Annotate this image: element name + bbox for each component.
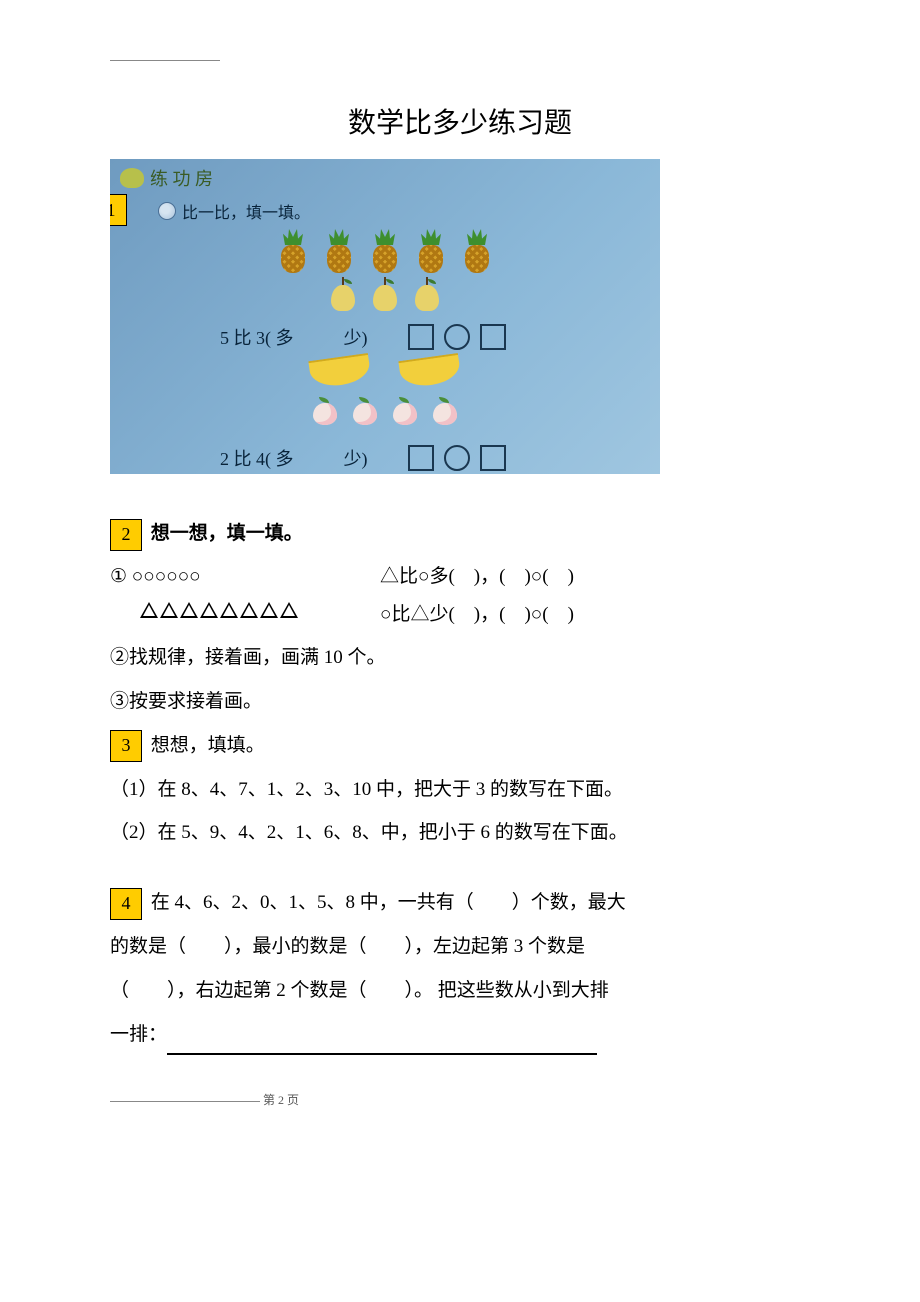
pineapple-icon	[415, 229, 447, 273]
q2-circles: ① ○○○○○○	[110, 558, 340, 596]
top-rule	[110, 60, 220, 61]
triangle-icon	[240, 602, 258, 618]
q4-line3: （ ），右边起第 2 个数是（ ）。 把这些数从小到大排	[110, 971, 810, 1011]
banana-row	[110, 357, 660, 385]
q4-line2: 的数是（ ），最小的数是（ ），左边起第 3 个数是	[110, 927, 810, 967]
q2-left-col: ① ○○○○○○	[110, 558, 340, 618]
q4-line1: 在 4、6、2、0、1、5、8 中，一共有（ ）个数，最大	[151, 892, 626, 913]
frog-icon	[120, 168, 144, 188]
triangle-icon	[200, 602, 218, 618]
answer-box-circle[interactable]	[444, 324, 470, 350]
exercise-photo: 练 功 房 1 比一比，填一填。 5 比 3( 多 少)	[110, 159, 660, 474]
pear-icon	[371, 277, 399, 311]
q2-sub2: ②找规律，接着画，画满 10 个。	[110, 638, 810, 678]
body-text: 2 想一想，填一填。 ① ○○○○○○ △比○多( )，( )○( )	[110, 514, 810, 1055]
answer-underline[interactable]	[167, 1030, 597, 1055]
peach-row	[110, 399, 660, 425]
pineapple-icon	[369, 229, 401, 273]
photo-banner: 练 功 房	[120, 165, 213, 191]
q2-shapes-row: ① ○○○○○○ △比○多( )，( )○( ) ○比△少( )，( )○( )	[110, 558, 810, 634]
q2-heading: 想一想，填一填。	[151, 523, 303, 544]
question-badge-2: 2	[110, 519, 142, 551]
pineapple-row	[110, 229, 660, 273]
answer-box-square[interactable]	[408, 445, 434, 471]
formula2-right: 少)	[344, 445, 368, 471]
page-footer: 第 2 页	[110, 1091, 810, 1108]
q2-right-line2: ○比△少( )，( )○( )	[380, 596, 574, 634]
peach-icon	[351, 399, 379, 425]
bullet-icon	[158, 202, 176, 220]
page-title: 数学比多少练习题	[110, 101, 810, 141]
q3-heading: 想想，填填。	[151, 735, 265, 756]
pear-row	[110, 277, 660, 311]
q2-right-col: △比○多( )，( )○( ) ○比△少( )，( )○( )	[380, 558, 574, 634]
pear-icon	[329, 277, 357, 311]
peach-icon	[391, 399, 419, 425]
q3-line2: （2）在 5、9、4、2、1、6、8、中，把小于 6 的数写在下面。	[110, 813, 810, 853]
q4-line4-label: 一排：	[110, 1024, 167, 1045]
photo-prompt: 比一比，填一填。	[158, 199, 660, 223]
triangle-icon	[280, 602, 298, 618]
q4-line4: 一排：	[110, 1015, 810, 1055]
q2-right-line1: △比○多( )，( )○( )	[380, 558, 574, 596]
pear-icon	[413, 277, 441, 311]
question-badge-4: 4	[110, 888, 142, 920]
question-badge-1: 1	[110, 194, 127, 226]
photo-prompt-text: 比一比，填一填。	[182, 199, 310, 223]
banana-icon	[308, 353, 371, 389]
question-badge-3: 3	[110, 730, 142, 762]
answer-box-square[interactable]	[480, 324, 506, 350]
pineapple-icon	[323, 229, 355, 273]
answer-box-square[interactable]	[408, 324, 434, 350]
peach-icon	[311, 399, 339, 425]
pineapple-icon	[277, 229, 309, 273]
triangle-icon	[140, 602, 158, 618]
triangle-icon	[180, 602, 198, 618]
triangle-icon	[160, 602, 178, 618]
answer-box-square[interactable]	[480, 445, 506, 471]
q2-triangles	[110, 596, 340, 618]
banana-icon	[398, 353, 461, 389]
footer-rule	[110, 1101, 260, 1102]
answer-box-circle[interactable]	[444, 445, 470, 471]
formula2-left: 2 比 4( 多	[220, 445, 294, 471]
q3-line1: （1）在 8、4、7、1、2、3、10 中，把大于 3 的数写在下面。	[110, 770, 810, 810]
page-number: 第 2 页	[263, 1093, 299, 1107]
formula-row-1: 5 比 3( 多 少)	[220, 324, 660, 350]
formula-row-2: 2 比 4( 多 少)	[220, 445, 660, 471]
peach-icon	[431, 399, 459, 425]
document-page: 数学比多少练习题 练 功 房 1 比一比，填一填。 5 比 3( 多 少)	[0, 0, 920, 1302]
triangle-icon	[220, 602, 238, 618]
formula1-left: 5 比 3( 多	[220, 324, 294, 350]
formula1-right: 少)	[344, 324, 368, 350]
pineapple-icon	[461, 229, 493, 273]
photo-banner-text: 练 功 房	[150, 165, 213, 191]
triangle-icon	[260, 602, 278, 618]
q2-sub3: ③按要求接着画。	[110, 682, 810, 722]
